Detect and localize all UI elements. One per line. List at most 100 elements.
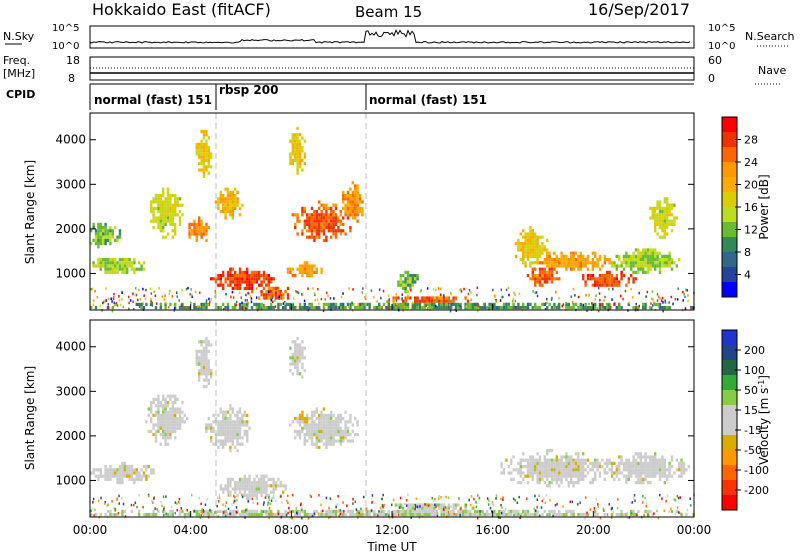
heatmap-cell bbox=[414, 277, 417, 281]
heatmap-cell bbox=[198, 510, 201, 513]
heatmap-cell bbox=[543, 458, 546, 462]
heatmap-cell bbox=[270, 306, 273, 310]
heatmap-cell bbox=[241, 513, 244, 517]
heatmap-cell bbox=[397, 296, 400, 300]
heatmap-cell bbox=[219, 194, 222, 198]
heatmap-cell bbox=[198, 162, 201, 166]
heatmap-cell bbox=[133, 261, 136, 265]
heatmap-cell bbox=[625, 465, 628, 469]
heatmap-cell bbox=[651, 216, 654, 220]
heatmap-cell bbox=[176, 423, 179, 427]
heatmap-cell bbox=[352, 502, 354, 505]
heatmap-cell bbox=[176, 295, 179, 298]
heatmap-cell bbox=[625, 261, 628, 265]
heatmap-cell bbox=[342, 194, 345, 198]
heatmap-cell bbox=[661, 235, 664, 239]
heatmap-cell bbox=[200, 219, 203, 223]
heatmap-cell bbox=[234, 306, 237, 310]
heatmap-cell bbox=[205, 238, 208, 242]
heatmap-cell bbox=[169, 219, 172, 223]
heatmap-cell bbox=[222, 206, 225, 210]
heatmap-cell bbox=[128, 264, 131, 268]
heatmap-cell bbox=[428, 296, 431, 300]
heatmap-cell bbox=[664, 301, 667, 304]
heatmap-cell bbox=[555, 277, 558, 281]
heatmap-cell bbox=[262, 510, 265, 513]
heatmap-cell bbox=[209, 508, 211, 512]
heatmap-cell bbox=[524, 254, 527, 258]
heatmap-cell bbox=[162, 413, 165, 417]
heatmap-cell bbox=[402, 302, 405, 306]
heatmap-cell bbox=[550, 477, 554, 481]
heatmap-cell bbox=[210, 375, 213, 379]
heatmap-cell bbox=[166, 200, 170, 204]
heatmap-cell bbox=[370, 509, 373, 512]
heatmap-cell bbox=[632, 515, 634, 518]
heatmap-cell bbox=[205, 385, 208, 389]
heatmap-cell bbox=[318, 445, 321, 449]
heatmap-cell bbox=[385, 306, 388, 310]
heatmap-cell bbox=[538, 248, 542, 252]
heatmap-cell bbox=[205, 429, 208, 433]
heatmap-cell bbox=[478, 513, 482, 517]
heatmap-cell bbox=[170, 505, 173, 509]
heatmap-cell bbox=[111, 229, 114, 233]
heatmap-cell bbox=[654, 222, 657, 226]
heatmap-cell bbox=[255, 497, 258, 501]
heatmap-cell bbox=[597, 505, 599, 508]
heatmap-cell bbox=[534, 232, 537, 236]
heatmap-cell bbox=[226, 512, 228, 515]
heatmap-cell bbox=[601, 280, 604, 284]
heatmap-cell bbox=[526, 468, 530, 472]
heatmap-cell bbox=[104, 500, 106, 504]
heatmap-cell bbox=[452, 503, 455, 507]
heatmap-cell bbox=[132, 292, 134, 295]
heatmap-cell bbox=[214, 291, 217, 295]
heatmap-cell bbox=[150, 471, 153, 475]
heatmap-cell bbox=[176, 397, 179, 401]
heatmap-cell bbox=[570, 267, 573, 271]
heatmap-cell bbox=[421, 513, 424, 517]
heatmap-cell bbox=[442, 508, 445, 511]
heatmap-cell bbox=[116, 471, 119, 475]
heatmap-cell bbox=[637, 248, 640, 252]
heatmap-cell bbox=[625, 458, 628, 462]
heatmap-cell bbox=[338, 514, 340, 517]
heatmap-cell bbox=[298, 302, 302, 306]
heatmap-cell bbox=[198, 146, 201, 150]
heatmap-cell bbox=[164, 200, 167, 204]
heatmap-cell bbox=[585, 294, 587, 297]
heatmap-cell bbox=[357, 516, 359, 520]
heatmap-cell bbox=[238, 407, 242, 411]
heatmap-cell bbox=[591, 264, 594, 268]
heatmap-cell bbox=[250, 280, 254, 284]
heatmap-cell bbox=[262, 286, 266, 290]
heatmap-cell bbox=[536, 458, 539, 462]
heatmap-cell bbox=[152, 219, 155, 223]
heatmap-cell bbox=[171, 394, 174, 398]
heatmap-cell bbox=[178, 210, 182, 214]
heatmap-cell bbox=[280, 495, 282, 498]
heatmap-cell bbox=[246, 484, 249, 488]
heatmap-cell bbox=[354, 433, 357, 437]
heatmap-cell bbox=[245, 307, 247, 311]
heatmap-cell bbox=[612, 287, 614, 291]
heatmap-cell bbox=[310, 235, 314, 239]
heatmap-cell bbox=[666, 210, 669, 214]
heatmap-cell bbox=[663, 471, 666, 475]
heatmap-cell bbox=[308, 226, 311, 230]
heatmap-cell bbox=[651, 251, 654, 255]
heatmap-cell bbox=[601, 264, 604, 268]
heatmap-cell bbox=[200, 502, 202, 506]
heatmap-cell bbox=[543, 261, 546, 265]
heatmap-cell bbox=[646, 267, 650, 271]
heatmap-cell bbox=[553, 465, 556, 469]
heatmap-cell bbox=[364, 508, 367, 512]
heatmap-cell bbox=[198, 372, 201, 376]
heatmap-cell bbox=[320, 509, 323, 513]
heatmap-cell bbox=[152, 471, 155, 475]
heatmap-cell bbox=[178, 216, 182, 220]
heatmap-cell bbox=[159, 213, 162, 217]
heatmap-cell bbox=[453, 512, 455, 516]
heatmap-cell bbox=[265, 306, 268, 310]
